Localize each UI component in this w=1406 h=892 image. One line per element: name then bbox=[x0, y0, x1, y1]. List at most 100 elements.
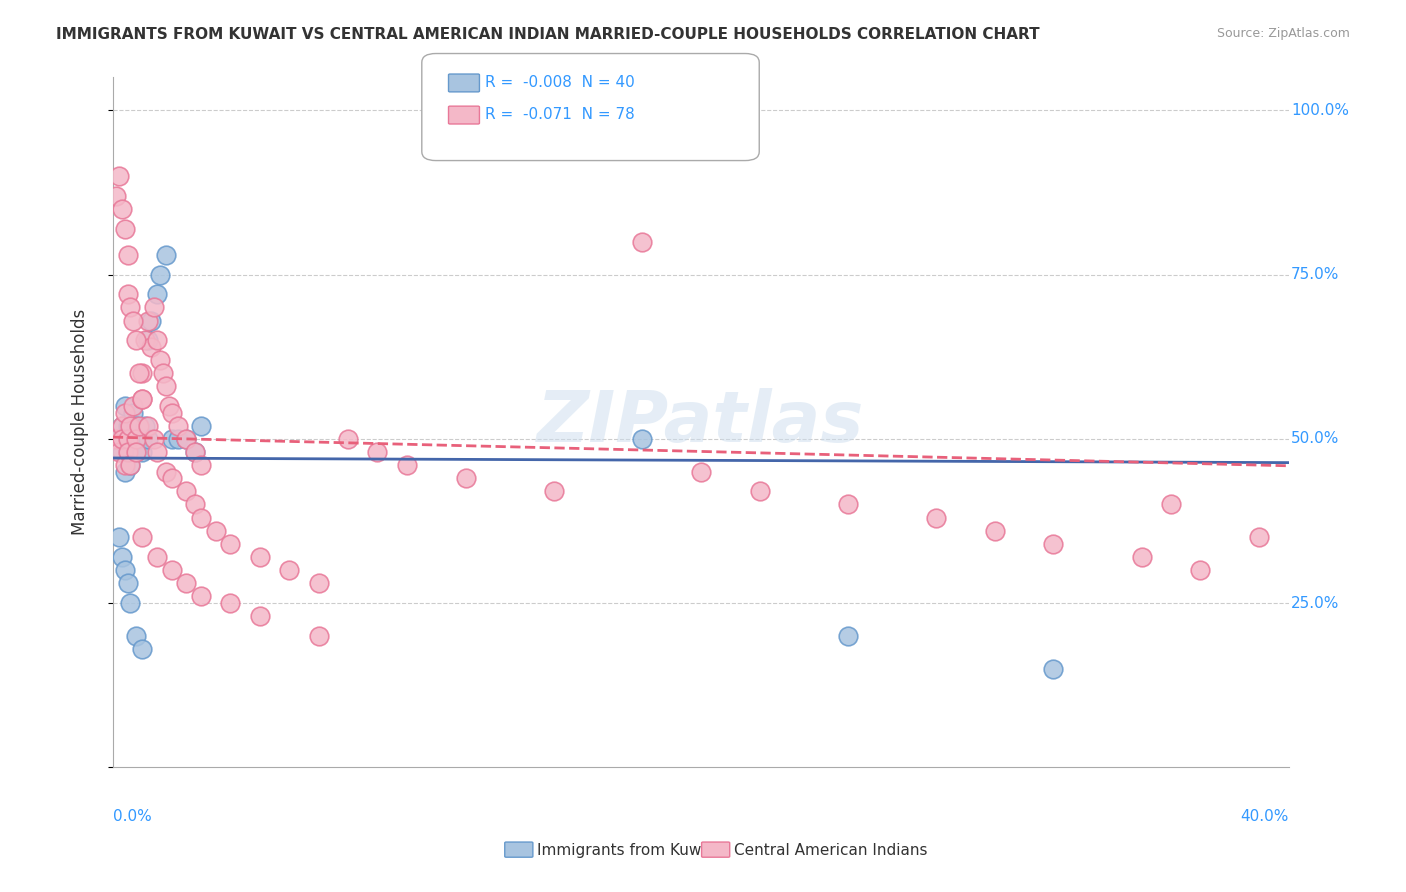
Point bbox=[1130, 549, 1153, 564]
Text: R =  -0.071  N = 78: R = -0.071 N = 78 bbox=[485, 107, 636, 121]
Point bbox=[249, 609, 271, 624]
Point bbox=[107, 530, 129, 544]
Point bbox=[136, 313, 159, 327]
Point bbox=[128, 432, 150, 446]
Point bbox=[149, 268, 172, 282]
Point bbox=[160, 432, 183, 446]
Point bbox=[160, 405, 183, 419]
Point bbox=[131, 392, 153, 407]
Point bbox=[1249, 530, 1271, 544]
Point bbox=[125, 333, 148, 347]
Text: 50.0%: 50.0% bbox=[1291, 431, 1340, 446]
Text: ZIPatlas: ZIPatlas bbox=[537, 388, 865, 457]
Point bbox=[111, 445, 134, 459]
Point bbox=[190, 590, 212, 604]
Point bbox=[117, 445, 139, 459]
Point bbox=[120, 432, 142, 446]
Point bbox=[146, 333, 169, 347]
Point bbox=[308, 576, 330, 591]
Point bbox=[689, 465, 711, 479]
Point bbox=[395, 458, 418, 472]
Point bbox=[337, 432, 360, 446]
Point bbox=[131, 392, 153, 407]
Point bbox=[176, 432, 198, 446]
Point bbox=[155, 465, 177, 479]
Point bbox=[1189, 563, 1212, 577]
Point bbox=[543, 484, 565, 499]
Point bbox=[136, 418, 159, 433]
Point bbox=[114, 465, 136, 479]
Point bbox=[107, 169, 129, 183]
Point bbox=[204, 524, 226, 538]
Point bbox=[117, 576, 139, 591]
Point bbox=[122, 432, 145, 446]
Point bbox=[631, 432, 654, 446]
Point bbox=[190, 510, 212, 524]
Point bbox=[146, 445, 169, 459]
Point bbox=[190, 458, 212, 472]
Point bbox=[143, 301, 166, 315]
Point bbox=[114, 563, 136, 577]
Point bbox=[925, 510, 948, 524]
Point bbox=[131, 530, 153, 544]
Point bbox=[155, 379, 177, 393]
Point bbox=[184, 498, 207, 512]
Point bbox=[1160, 498, 1182, 512]
Point bbox=[631, 235, 654, 249]
Point bbox=[152, 366, 174, 380]
Point bbox=[146, 549, 169, 564]
Point bbox=[125, 629, 148, 643]
Point bbox=[131, 432, 153, 446]
Point bbox=[125, 445, 148, 459]
Text: R =  -0.008  N = 40: R = -0.008 N = 40 bbox=[485, 75, 636, 89]
Point bbox=[176, 576, 198, 591]
Point bbox=[117, 287, 139, 301]
Text: Source: ZipAtlas.com: Source: ZipAtlas.com bbox=[1216, 27, 1350, 40]
Text: IMMIGRANTS FROM KUWAIT VS CENTRAL AMERICAN INDIAN MARRIED-COUPLE HOUSEHOLDS CORR: IMMIGRANTS FROM KUWAIT VS CENTRAL AMERIC… bbox=[56, 27, 1040, 42]
Point bbox=[125, 432, 148, 446]
Point bbox=[131, 642, 153, 657]
Point bbox=[748, 484, 770, 499]
Point bbox=[104, 188, 127, 202]
Point bbox=[308, 629, 330, 643]
Point bbox=[160, 563, 183, 577]
Point bbox=[114, 458, 136, 472]
Point bbox=[149, 353, 172, 368]
Text: 75.0%: 75.0% bbox=[1291, 267, 1340, 282]
Point bbox=[176, 432, 198, 446]
Point bbox=[125, 445, 148, 459]
Point bbox=[166, 418, 188, 433]
Point bbox=[166, 432, 188, 446]
Point bbox=[120, 301, 142, 315]
Point bbox=[176, 484, 198, 499]
Point bbox=[111, 202, 134, 216]
Point bbox=[120, 596, 142, 610]
Point bbox=[131, 366, 153, 380]
Point bbox=[454, 471, 477, 485]
Point bbox=[139, 313, 162, 327]
Point bbox=[114, 405, 136, 419]
Point bbox=[122, 399, 145, 413]
Point bbox=[134, 333, 156, 347]
Point bbox=[136, 333, 159, 347]
Point bbox=[1042, 662, 1064, 676]
Point bbox=[120, 458, 142, 472]
Text: 100.0%: 100.0% bbox=[1291, 103, 1348, 118]
Point bbox=[117, 432, 139, 446]
Point bbox=[837, 629, 859, 643]
Point bbox=[983, 524, 1005, 538]
Point bbox=[219, 537, 242, 551]
Text: 25.0%: 25.0% bbox=[1291, 596, 1340, 610]
Point bbox=[143, 432, 166, 446]
Point bbox=[120, 458, 142, 472]
Point bbox=[107, 432, 129, 446]
Point bbox=[184, 445, 207, 459]
Point bbox=[134, 418, 156, 433]
Point bbox=[128, 366, 150, 380]
Point bbox=[128, 418, 150, 433]
Point bbox=[278, 563, 301, 577]
Point bbox=[219, 596, 242, 610]
Point bbox=[111, 418, 134, 433]
Point bbox=[107, 445, 129, 459]
Point bbox=[837, 498, 859, 512]
